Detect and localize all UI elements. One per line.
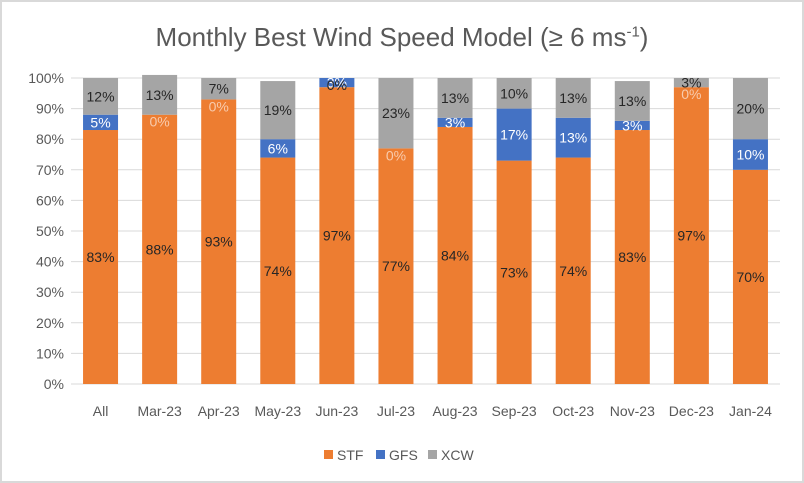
data-label: 88% <box>146 241 174 257</box>
x-tick-label: Jun-23 <box>315 403 358 419</box>
data-label: 20% <box>736 101 764 117</box>
x-tick-label: Aug-23 <box>432 403 477 419</box>
data-label: 93% <box>205 234 233 250</box>
data-label: 0% <box>209 98 229 114</box>
data-label: 13% <box>441 90 469 106</box>
data-label: 83% <box>618 249 646 265</box>
x-tick-label: Dec-23 <box>669 403 714 419</box>
data-label: 83% <box>87 249 115 265</box>
bar-xcw <box>555 78 591 118</box>
bar-stf <box>142 114 178 384</box>
x-tick-label: Oct-23 <box>552 403 594 419</box>
y-tick-label: 20% <box>36 315 64 331</box>
data-label: 0% <box>327 77 347 93</box>
bar-xcw <box>732 78 768 140</box>
data-label: 77% <box>382 258 410 274</box>
bar-gfs <box>260 139 296 158</box>
data-label: 70% <box>736 269 764 285</box>
bar-stf <box>496 160 532 384</box>
bar-xcw <box>496 78 532 109</box>
x-tick-label: Mar-23 <box>137 403 182 419</box>
bar-gfs <box>319 78 355 88</box>
y-tick-label: 40% <box>36 254 64 270</box>
bar-xcw <box>260 81 296 140</box>
x-tick-label: Nov-23 <box>610 403 655 419</box>
bar-stf <box>201 99 237 385</box>
data-label: 84% <box>441 247 469 263</box>
legend-swatch-stf <box>324 450 333 459</box>
x-tick-label: Apr-23 <box>198 403 240 419</box>
data-label: 19% <box>264 102 292 118</box>
legend-swatch-xcw <box>428 450 437 459</box>
data-label: 13% <box>559 90 587 106</box>
legend-label: GFS <box>389 447 418 463</box>
data-label: 74% <box>264 263 292 279</box>
legend-label: STF <box>337 447 363 463</box>
bar-gfs <box>496 108 532 161</box>
data-label: 7% <box>209 81 229 97</box>
data-label: 13% <box>559 130 587 146</box>
y-tick-label: 50% <box>36 223 64 239</box>
data-label: 10% <box>736 147 764 163</box>
y-tick-label: 90% <box>36 101 64 117</box>
x-tick-label: All <box>93 403 109 419</box>
bar-stf <box>378 148 414 384</box>
y-tick-label: 100% <box>28 70 64 86</box>
bar-xcw <box>83 78 119 115</box>
bar-xcw <box>142 74 178 115</box>
bar-stf <box>437 126 473 385</box>
bar-xcw <box>673 78 709 88</box>
data-label: 5% <box>90 114 110 130</box>
bar-stf <box>555 157 591 384</box>
bar-stf <box>260 157 296 384</box>
data-label: 74% <box>559 263 587 279</box>
chart-title: Monthly Best Wind Speed Model (≥ 6 ms-1) <box>155 22 649 52</box>
bar-xcw <box>201 78 237 100</box>
data-label: 3% <box>327 75 347 91</box>
x-tick-label: Sep-23 <box>492 403 537 419</box>
bar-stf <box>83 130 119 384</box>
bar-stf <box>732 169 768 384</box>
bar-gfs <box>555 117 591 158</box>
data-label: 97% <box>677 228 705 244</box>
bar-xcw <box>437 78 473 118</box>
bar-xcw <box>378 78 414 149</box>
y-tick-label: 0% <box>44 376 64 392</box>
legend-label: XCW <box>441 447 474 463</box>
data-label: 13% <box>146 87 174 103</box>
x-tick-label: May-23 <box>254 403 301 419</box>
data-label: 10% <box>500 85 528 101</box>
data-label: 0% <box>386 147 406 163</box>
data-label: 97% <box>323 228 351 244</box>
data-label: 13% <box>618 93 646 109</box>
legend-swatch-gfs <box>376 450 385 459</box>
y-tick-label: 80% <box>36 131 64 147</box>
y-tick-label: 70% <box>36 162 64 178</box>
bar-stf <box>673 87 709 385</box>
x-tick-label: Jan-24 <box>729 403 772 419</box>
data-label: 17% <box>500 127 528 143</box>
data-label: 6% <box>268 140 288 156</box>
x-tick-label: Jul-23 <box>377 403 415 419</box>
data-label: 23% <box>382 105 410 121</box>
bar-stf <box>319 87 355 385</box>
data-label: 73% <box>500 264 528 280</box>
y-tick-label: 30% <box>36 284 64 300</box>
data-label: 0% <box>681 86 701 102</box>
data-label: 12% <box>87 88 115 104</box>
bar-stf <box>614 130 650 384</box>
data-label: 0% <box>150 114 170 130</box>
bar-gfs <box>614 120 650 131</box>
y-tick-label: 10% <box>36 345 64 361</box>
y-tick-label: 60% <box>36 192 64 208</box>
data-label: 3% <box>445 114 465 130</box>
bar-gfs <box>437 117 473 127</box>
bar-gfs <box>732 139 768 170</box>
data-label: 3% <box>622 117 642 133</box>
bar-gfs <box>83 114 119 131</box>
bar-xcw <box>614 81 650 121</box>
data-label: 3% <box>681 75 701 91</box>
